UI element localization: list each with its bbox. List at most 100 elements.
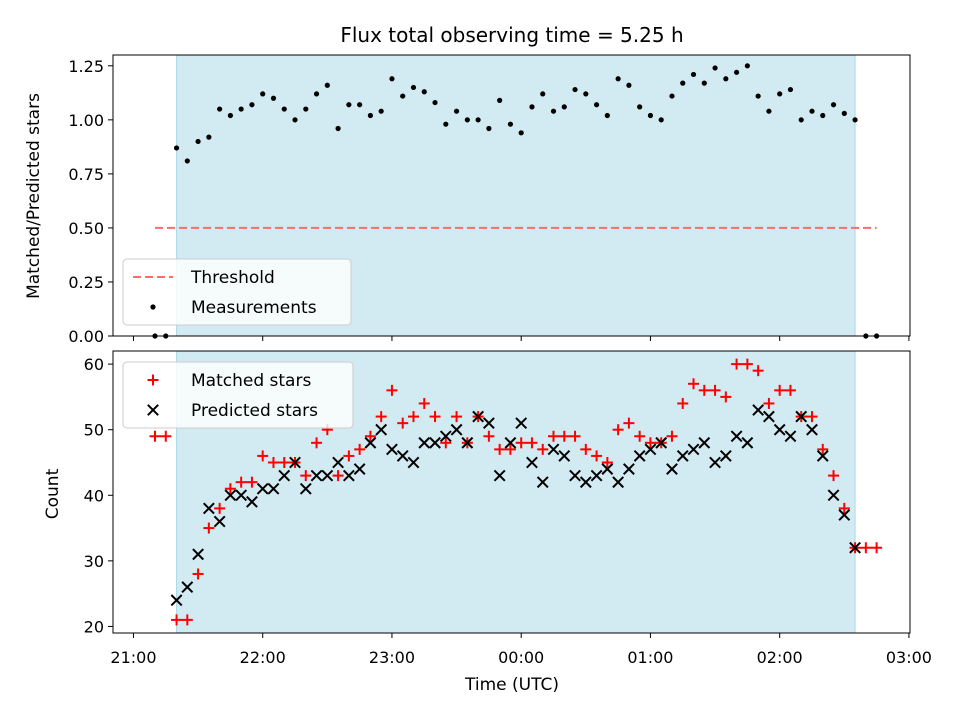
legend-box	[122, 258, 352, 326]
matched-star-point	[752, 365, 764, 377]
matched-star-point	[203, 522, 215, 534]
measurement-point	[841, 110, 847, 116]
cross-stroke	[752, 404, 765, 416]
matched-star-point	[235, 476, 247, 488]
cross-stroke	[730, 430, 743, 443]
cross-stroke	[687, 443, 700, 456]
matched-star-point	[224, 483, 236, 495]
measurement-point	[378, 108, 384, 114]
cross-stroke	[289, 456, 301, 469]
matched-star-point	[354, 443, 366, 455]
matched-star-point	[332, 470, 344, 482]
predicted-star-point	[849, 541, 861, 554]
predicted-star-point	[289, 456, 301, 469]
measurement-point	[615, 76, 621, 82]
predicted-star-point	[386, 443, 398, 456]
predicted-star-point	[170, 594, 183, 607]
predicted-star-point	[482, 417, 495, 430]
predicted-star-point	[515, 417, 528, 430]
cross-stroke	[763, 410, 775, 423]
cross-stroke	[536, 476, 549, 489]
measurement-point	[195, 138, 201, 145]
cross-stroke	[321, 469, 334, 482]
matched-star-point	[386, 384, 398, 396]
predicted-star-point	[730, 430, 743, 443]
predicted-star-point	[202, 502, 215, 515]
cross-stroke	[838, 509, 851, 521]
measurement-point	[432, 99, 438, 106]
predicted-star-point	[709, 456, 721, 469]
measurement-point	[572, 86, 578, 93]
y-tick-label: 40	[84, 486, 104, 505]
cross-stroke	[407, 456, 420, 469]
predicted-star-point	[773, 423, 786, 436]
cross-stroke	[482, 417, 495, 430]
matched-star-point	[494, 443, 506, 455]
cross-stroke	[795, 410, 808, 423]
measurement-point	[184, 158, 190, 164]
x-tick-label: 00:00	[498, 648, 544, 667]
predicted-star-point	[536, 476, 549, 489]
cross-stroke	[719, 450, 732, 462]
legend-threshold-label: Threshold	[190, 268, 275, 288]
predicted-star-point	[321, 469, 334, 482]
cross-stroke	[353, 463, 366, 475]
cross-stroke	[612, 476, 625, 489]
measurement-point	[637, 104, 643, 110]
measurement-point	[238, 106, 244, 112]
matched-star-point	[267, 456, 279, 468]
matched-star-point	[548, 430, 560, 442]
measurement-point	[561, 104, 567, 110]
cross-stroke	[601, 463, 614, 475]
predicted-star-point	[472, 410, 485, 423]
measurement-point	[173, 145, 180, 151]
cross-stroke	[450, 423, 463, 436]
y-tick-label: 60	[84, 355, 104, 374]
cross-stroke	[418, 436, 431, 449]
cross-stroke	[784, 430, 797, 443]
cross-stroke	[396, 450, 409, 462]
cross-stroke	[429, 436, 441, 449]
measurement-point	[389, 76, 395, 82]
matched-star-point	[451, 411, 463, 423]
cross-stroke	[213, 515, 226, 528]
predicted-star-point	[418, 436, 431, 449]
matched-star-point	[149, 430, 161, 442]
measurement-point	[669, 93, 675, 99]
legend-measurement-label: Measurements	[191, 298, 317, 318]
predicted-star-point	[224, 489, 237, 502]
cross-stroke	[256, 482, 269, 495]
legend-predicted-swatch	[147, 404, 159, 416]
measurement-point	[701, 80, 707, 86]
cross-stroke	[806, 423, 818, 436]
predicted-star-point	[612, 476, 625, 489]
predicted-star-point	[633, 450, 646, 462]
predicted-star-point	[235, 489, 248, 502]
measurement-point	[206, 134, 212, 140]
cross-stroke	[493, 469, 506, 482]
predicted-star-point	[439, 430, 452, 443]
measurement-point	[303, 106, 309, 112]
cross-stroke	[547, 443, 560, 456]
measurement-point	[658, 117, 664, 123]
cross-stroke	[202, 502, 215, 515]
predicted-star-point	[698, 436, 711, 449]
matched-star-point	[677, 397, 689, 409]
matched-star-point	[429, 411, 441, 423]
predicted-star-point	[246, 495, 258, 508]
predicted-star-point	[795, 410, 808, 423]
matched-star-point	[688, 378, 700, 390]
matched-star-point	[440, 437, 452, 449]
matched-star-point	[504, 443, 516, 455]
y-tick-label: 1.25	[68, 57, 104, 76]
matched-star-point	[623, 417, 635, 429]
predicted-star-point	[213, 515, 226, 528]
predicted-star-point	[741, 436, 754, 449]
cross-stroke	[526, 456, 538, 469]
measurement-point	[830, 102, 837, 108]
x-tick-label: 22:00	[240, 648, 286, 667]
predicted-star-point	[364, 436, 377, 449]
matched-star-point	[720, 391, 732, 403]
measurement-point	[529, 104, 535, 110]
predicted-star-point	[806, 423, 818, 436]
